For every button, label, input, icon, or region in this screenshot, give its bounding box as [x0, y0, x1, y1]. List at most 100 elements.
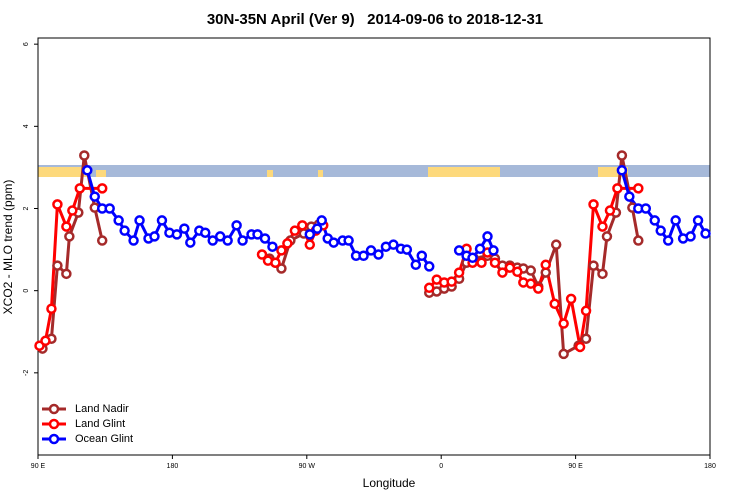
data-point	[540, 259, 551, 271]
x-tick-label: 90 E	[568, 463, 583, 470]
data-point	[113, 215, 124, 226]
data-point	[525, 265, 537, 276]
legend-marker	[48, 433, 60, 445]
data-point	[525, 278, 537, 289]
plot-frame	[37, 37, 711, 456]
data-point	[231, 220, 242, 231]
data-point	[259, 233, 271, 244]
data-point	[633, 235, 644, 246]
y-tick-label: 2	[23, 206, 30, 210]
data-point	[96, 183, 108, 194]
y-axis-label: XCO2 - MLO trend (ppm)	[1, 180, 15, 315]
data-point	[580, 305, 592, 317]
data-point	[373, 249, 384, 260]
data-point	[134, 215, 145, 226]
data-point	[588, 199, 599, 210]
chart-title: 30N-35N April (Ver 9) 2014-09-06 to 2018…	[207, 11, 543, 28]
data-point	[316, 215, 327, 226]
ocean-strip	[38, 165, 710, 177]
land-strip	[598, 167, 628, 177]
data-point	[74, 183, 86, 194]
data-point	[685, 231, 696, 242]
data-point	[574, 341, 586, 353]
data-point	[601, 231, 613, 242]
y-tick-label: 4	[23, 124, 30, 128]
data-point	[149, 231, 160, 242]
data-point	[424, 261, 435, 272]
data-point	[489, 257, 501, 268]
data-point	[482, 231, 493, 242]
data-point	[156, 215, 168, 226]
data-point	[580, 333, 592, 344]
land-strip	[96, 170, 106, 177]
data-point	[549, 298, 560, 310]
data-point	[597, 221, 608, 232]
legend-label: Land Nadir	[75, 403, 129, 415]
data-point	[89, 191, 100, 202]
legend-label: Land Glint	[75, 418, 125, 430]
x-axis-label: Longitude	[363, 476, 416, 490]
x-tick-label: 0	[439, 463, 443, 470]
data-point	[328, 237, 339, 248]
data-point	[565, 293, 577, 305]
data-point	[453, 245, 465, 256]
land-ocean-strip	[38, 165, 710, 177]
data-point	[512, 266, 523, 278]
data-point	[267, 241, 278, 252]
data-point	[533, 283, 544, 294]
data-point	[670, 215, 681, 226]
data-point	[504, 262, 516, 273]
data-point	[550, 239, 562, 250]
legend-marker	[48, 418, 60, 430]
data-point	[128, 235, 139, 246]
data-point	[616, 165, 628, 176]
data-point	[304, 229, 316, 240]
data-point	[488, 245, 499, 256]
data-point	[64, 231, 75, 242]
data-point	[474, 243, 486, 255]
data-point	[46, 303, 57, 314]
data-point	[497, 267, 508, 278]
land-strip	[38, 167, 90, 177]
data-point	[179, 223, 190, 234]
data-point	[276, 245, 287, 256]
data-point	[616, 150, 628, 161]
data-point	[82, 165, 93, 176]
data-point	[410, 259, 422, 271]
data-point	[612, 183, 623, 194]
x-tick-label: 180	[167, 463, 179, 470]
land-strip	[267, 170, 273, 177]
data-point	[692, 215, 704, 226]
data-point	[312, 223, 323, 234]
data-point	[79, 150, 90, 161]
data-point	[104, 203, 115, 214]
data-point	[119, 225, 130, 236]
data-point	[222, 235, 233, 246]
data-point	[358, 250, 369, 261]
data-point	[662, 235, 674, 246]
x-tick-label: 90 W	[299, 463, 316, 470]
data-point	[171, 229, 183, 240]
data-point	[256, 249, 268, 260]
data-point	[476, 257, 487, 268]
data-point	[640, 203, 652, 214]
data-point	[200, 227, 211, 238]
data-point	[214, 231, 226, 242]
x-tick-label: 180	[704, 463, 716, 470]
y-tick-label: 0	[23, 289, 30, 293]
data-point	[558, 348, 569, 360]
data-point	[624, 191, 635, 202]
data-point	[649, 215, 660, 226]
data-point	[237, 235, 248, 246]
data-point	[588, 260, 599, 271]
data-point	[424, 282, 435, 294]
y-tick-label: -2	[23, 370, 30, 376]
data-point	[700, 228, 711, 239]
data-point	[633, 183, 644, 194]
land-strip	[318, 170, 323, 177]
data-point	[96, 235, 108, 246]
data-point	[61, 268, 72, 280]
data-point	[52, 199, 63, 210]
data-point	[304, 239, 316, 250]
